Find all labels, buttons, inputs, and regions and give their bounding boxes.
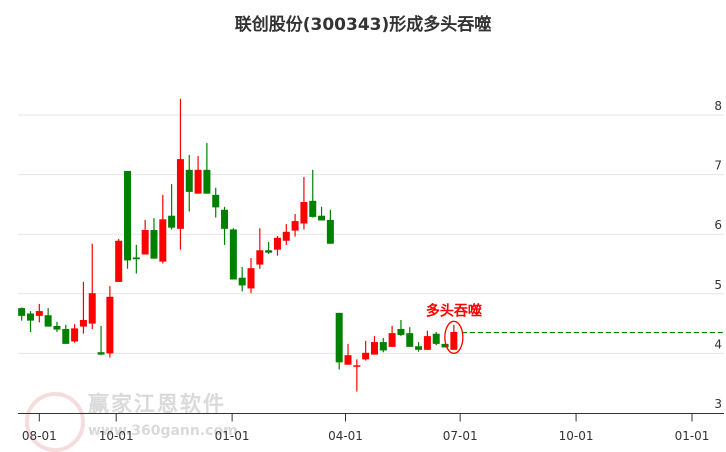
candle-body <box>318 215 326 221</box>
candle-body <box>106 296 114 354</box>
candle-body <box>353 365 361 367</box>
candle-body <box>176 159 184 229</box>
watermark-url: www.360gann.com <box>88 423 238 439</box>
x-tick-label: 10-01 <box>559 429 594 443</box>
candle-body <box>238 277 246 286</box>
candle-body <box>150 230 158 259</box>
candle-body <box>273 237 281 250</box>
candle-body <box>124 171 132 261</box>
candle-body <box>388 333 396 347</box>
candle-body <box>168 215 176 228</box>
candle-body <box>97 352 105 355</box>
y-tick-label: 4 <box>714 337 722 351</box>
candle-body <box>415 346 423 350</box>
candle-body <box>44 315 52 327</box>
candle-body <box>141 230 149 255</box>
candle-body <box>362 352 370 360</box>
candle-body <box>71 328 79 342</box>
signal-ellipse-marker <box>444 320 464 354</box>
candle-body <box>159 219 167 262</box>
candle-body <box>309 200 317 217</box>
y-tick-label: 5 <box>714 278 722 292</box>
x-tick-label: 10-01 <box>99 429 134 443</box>
y-tick-label: 6 <box>714 218 722 232</box>
candle-body <box>194 169 202 194</box>
candle-body <box>221 209 229 229</box>
watermark-name: 赢家江恩软件 <box>88 392 226 416</box>
signal-label: 多头吞噬 <box>426 303 482 320</box>
candle-body <box>212 194 220 208</box>
candle-body <box>379 342 387 351</box>
candle-body <box>344 355 352 365</box>
candle-body <box>441 343 449 348</box>
y-tick-label: 8 <box>714 99 722 113</box>
x-tick-label: 04-01 <box>328 429 363 443</box>
candle-body <box>62 328 70 344</box>
candle-body <box>291 221 299 231</box>
candle-body <box>450 331 458 350</box>
candle-body <box>88 293 96 324</box>
x-tick-label: 01-01 <box>675 429 710 443</box>
x-tick-label: 08-01 <box>22 429 57 443</box>
candle-body <box>115 240 123 282</box>
candle-body <box>406 333 414 347</box>
candle-body <box>27 313 34 321</box>
candle-body <box>256 250 264 265</box>
candle-body <box>397 328 405 335</box>
x-tick-label: 01-01 <box>215 429 250 443</box>
candle-body <box>370 342 378 355</box>
x-tick-label: 07-01 <box>443 429 478 443</box>
y-tick-label: 3 <box>714 397 722 411</box>
candle-body <box>203 169 211 194</box>
candle-body <box>53 325 61 330</box>
candle-body <box>432 333 440 344</box>
candle-body <box>132 257 140 260</box>
candle-body <box>18 308 26 316</box>
candle-body <box>229 229 237 280</box>
candle-body <box>35 311 43 316</box>
chart-title: 联创股份(300343)形成多头吞噬 <box>234 15 492 35</box>
candle-body <box>326 219 334 244</box>
candle-body <box>282 231 290 241</box>
candle-body <box>335 312 343 363</box>
candle-body <box>185 169 193 192</box>
y-tick-label: 7 <box>714 159 722 173</box>
candle-body <box>423 336 431 350</box>
candle-body <box>79 320 87 327</box>
candle-body <box>265 250 273 253</box>
candle-body <box>247 268 255 289</box>
candle-body <box>300 202 308 224</box>
